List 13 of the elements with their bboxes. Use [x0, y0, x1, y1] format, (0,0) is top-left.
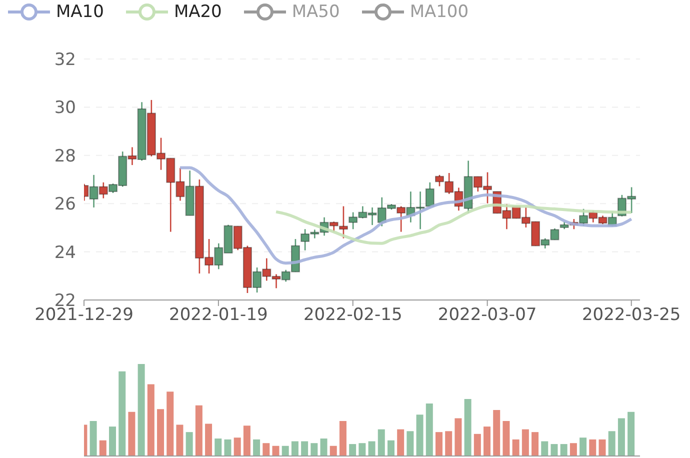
legend-label: MA50 — [292, 2, 340, 22]
y-tick-label: 30 — [54, 98, 76, 118]
x-tick-label: 2022-01-19 — [169, 305, 268, 326]
y-tick-label: 24 — [54, 242, 76, 263]
y-tick-label: 32 — [54, 50, 76, 70]
y-tick-label: 28 — [54, 146, 76, 166]
x-tick-label: 2022-03-25 — [582, 305, 681, 326]
y-tick-label: 26 — [54, 194, 76, 215]
x-tick-label: 2022-02-15 — [303, 305, 402, 326]
legend-label: MA10 — [56, 2, 104, 22]
legend-label: MA100 — [410, 2, 469, 22]
legend-label: MA20 — [174, 2, 222, 22]
x-tick-label: 2022-03-07 — [438, 305, 537, 326]
